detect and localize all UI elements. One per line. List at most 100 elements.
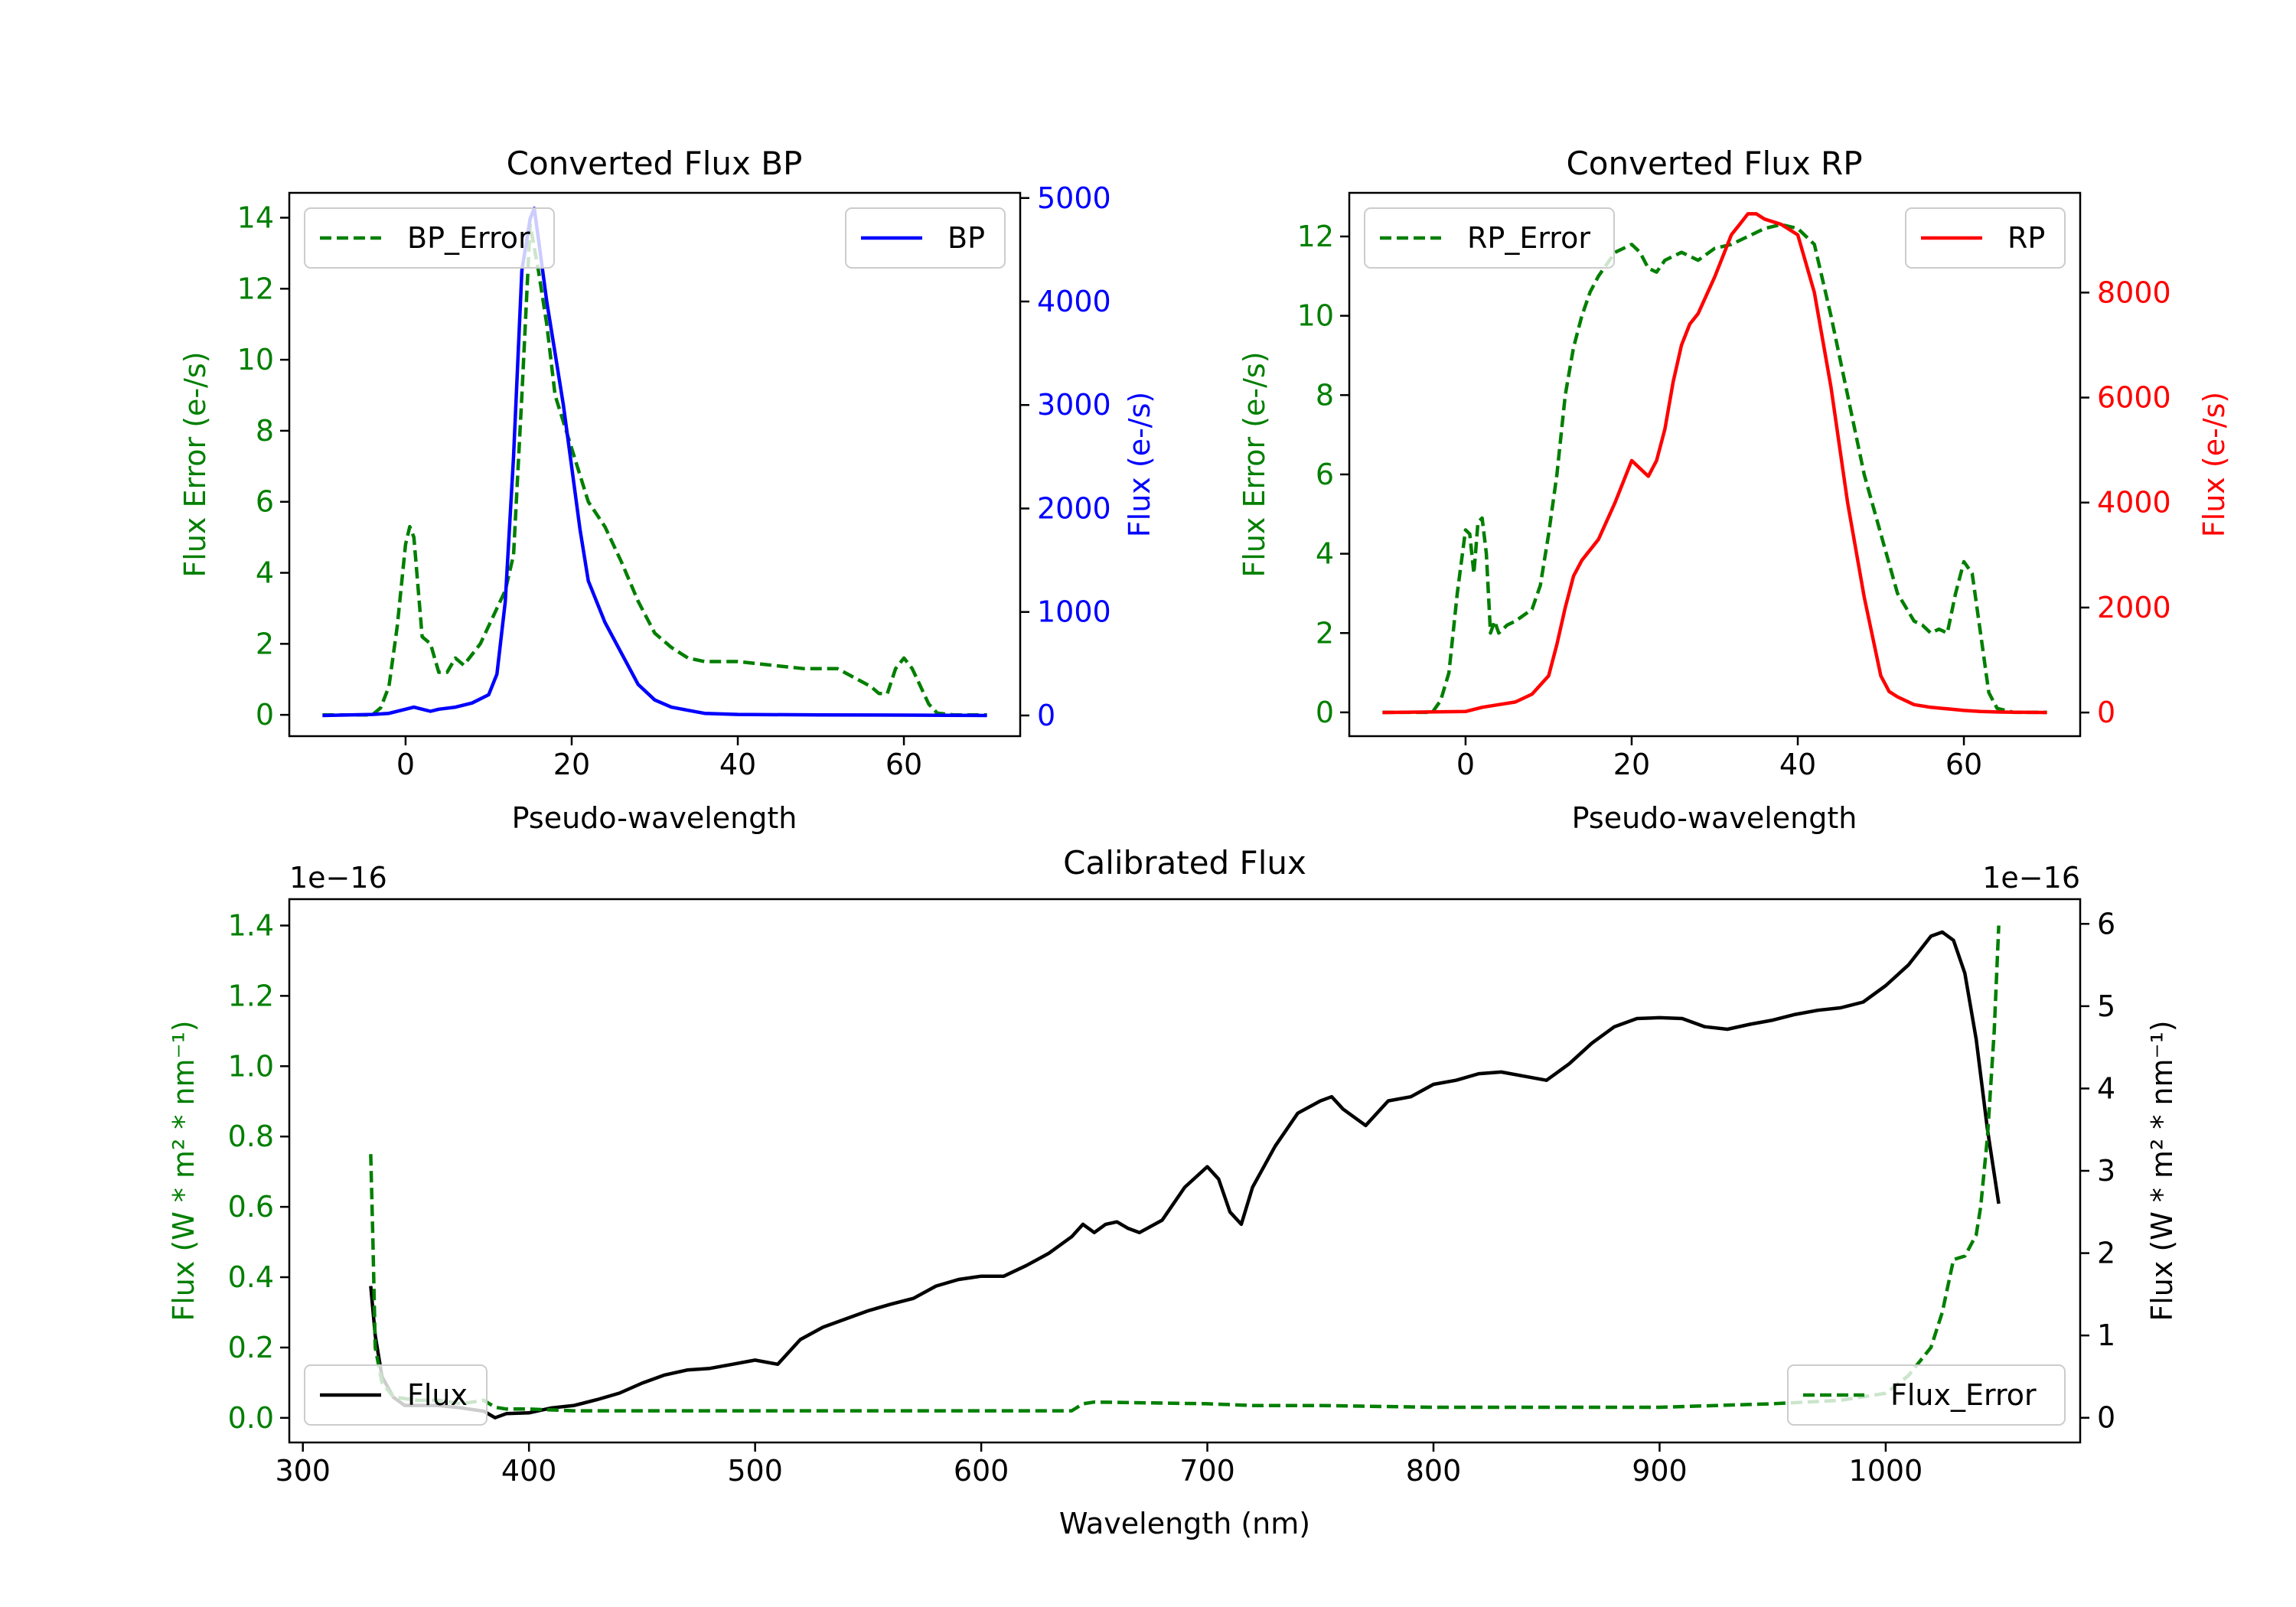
y-tick-label-right: 4000 xyxy=(2097,486,2171,520)
legend-box xyxy=(304,1364,488,1426)
legend-flux: Flux xyxy=(304,1364,488,1426)
series-line-flux xyxy=(369,930,2001,1420)
y-tick-label-left: 10 xyxy=(237,343,274,376)
legend-label-flux-error: Flux_Error xyxy=(1890,1378,2037,1412)
series-line-rp-error xyxy=(1382,223,2047,715)
legend-label-bp-error: BP_Error xyxy=(407,221,530,255)
legend-flux-error: Flux_Error xyxy=(1787,1364,2066,1426)
x-tick-label: 60 xyxy=(1945,748,1982,781)
y-tick-label-right: 4 xyxy=(2097,1071,2115,1105)
legend-box xyxy=(304,207,555,269)
x-tick-label: 600 xyxy=(954,1454,1009,1488)
x-tick-label: 400 xyxy=(501,1454,557,1488)
y-tick-label-left: 0.2 xyxy=(228,1331,274,1364)
legend-box xyxy=(845,207,1006,269)
panel-title: Converted Flux RP xyxy=(1566,145,1862,182)
y-tick-label-right: 2000 xyxy=(2097,591,2171,624)
x-tick-label: 800 xyxy=(1406,1454,1462,1488)
y-tick-label-left: 6 xyxy=(1316,458,1334,491)
plot-frame xyxy=(288,191,1022,738)
y-tick-label-right: 6 xyxy=(2097,907,2115,940)
y-axis-label-left: Flux (W * m² * nm⁻¹) xyxy=(167,1020,201,1321)
x-tick-label: 900 xyxy=(1632,1454,1688,1488)
legend-label-flux: Flux xyxy=(407,1378,468,1412)
y-tick-label-left: 0.6 xyxy=(228,1190,274,1224)
x-axis-label: Pseudo-wavelength xyxy=(1572,801,1857,835)
legend-bp: BP xyxy=(845,207,1006,269)
x-tick-label: 40 xyxy=(719,748,756,781)
y-tick-label-right: 1000 xyxy=(1037,595,1111,629)
offset-label-left: 1e−16 xyxy=(289,861,387,895)
plot-frame xyxy=(1348,191,2082,738)
y-tick-label-left: 14 xyxy=(237,200,274,234)
y-tick-label-left: 0 xyxy=(256,698,274,732)
y-tick-label-left: 4 xyxy=(1316,537,1334,571)
y-tick-label-right: 3 xyxy=(2097,1154,2115,1188)
y-tick-label-right: 6000 xyxy=(2097,381,2171,415)
ticks-layer: 0 20 40 60 0 2 4 6 8 10 12 0 2000 4000 6000 8000 xyxy=(1297,220,2171,781)
panel-bp: Converted Flux BP Pseudo-wavelength Flux… xyxy=(178,145,1156,835)
y-axis-label-right: Flux (e-/s) xyxy=(2197,392,2231,537)
y-tick-label-left: 10 xyxy=(1297,299,1334,333)
panel-calibrated: Calibrated Flux 1e−16 1e−16 Wavelength (… xyxy=(167,844,2179,1540)
legend-label-bp: BP xyxy=(947,221,985,255)
ticks-layer: 0 20 40 60 0 2 4 6 8 10 12 14 0 1000 2000 3000 4000 5000 xyxy=(237,181,1111,781)
x-tick-label: 40 xyxy=(1779,748,1816,781)
legend-box xyxy=(1364,207,1615,269)
x-tick-label: 1000 xyxy=(1849,1454,1923,1488)
x-tick-label: 300 xyxy=(275,1454,331,1488)
y-tick-label-left: 2 xyxy=(1316,616,1334,650)
legend-rp-error: RP_Error xyxy=(1364,207,1615,269)
legend-bp-error: BP_Error xyxy=(304,207,555,269)
x-axis-label: Wavelength (nm) xyxy=(1059,1507,1310,1540)
legend-box xyxy=(1905,207,2066,269)
y-axis-label-left: Flux Error (e-/s) xyxy=(178,351,212,577)
legend-label-rp-error: RP_Error xyxy=(1467,221,1590,255)
x-tick-label: 60 xyxy=(885,748,922,781)
ticks-layer: 300 400 500 600 700 800 900 1000 0.0 0.2 0.4 0.6 0.8… xyxy=(228,907,2116,1488)
x-tick-label: 700 xyxy=(1179,1454,1235,1488)
y-tick-label-right: 4000 xyxy=(1037,285,1111,318)
y-tick-label-left: 6 xyxy=(256,485,274,519)
panel-title: Converted Flux BP xyxy=(507,145,803,182)
panel-title: Calibrated Flux xyxy=(1063,844,1306,882)
plot-frame xyxy=(288,898,2082,1444)
x-tick-label: 0 xyxy=(1456,748,1475,781)
y-tick-label-left: 2 xyxy=(256,627,274,660)
y-tick-label-left: 0.4 xyxy=(228,1260,274,1294)
y-tick-label-right: 0 xyxy=(2097,696,2115,729)
series-line-bp xyxy=(322,207,987,718)
y-tick-label-right: 2 xyxy=(2097,1237,2115,1270)
x-tick-label: 20 xyxy=(553,748,590,781)
x-tick-label: 500 xyxy=(727,1454,783,1488)
x-tick-label: 20 xyxy=(1613,748,1650,781)
y-tick-label-left: 1.4 xyxy=(228,908,274,942)
y-tick-label-right: 0 xyxy=(2097,1401,2115,1435)
y-tick-label-right: 8000 xyxy=(2097,275,2171,309)
y-tick-label-left: 0.0 xyxy=(228,1401,274,1435)
panel-rp: Converted Flux RP Pseudo-wavelength Flux… xyxy=(1238,145,2231,835)
y-tick-label-left: 8 xyxy=(256,414,274,448)
plot-layer xyxy=(322,207,987,718)
legend-rp: RP xyxy=(1905,207,2066,269)
y-tick-label-left: 12 xyxy=(237,272,274,305)
y-tick-label-right: 5000 xyxy=(1037,181,1111,215)
y-tick-label-right: 0 xyxy=(1037,699,1055,732)
y-tick-label-left: 4 xyxy=(256,556,274,590)
legend-label-rp: RP xyxy=(2007,221,2045,255)
y-tick-label-left: 0.8 xyxy=(228,1120,274,1153)
y-tick-label-right: 1 xyxy=(2097,1319,2115,1352)
y-tick-label-left: 0 xyxy=(1316,696,1334,729)
y-tick-label-left: 12 xyxy=(1297,220,1334,253)
y-tick-label-right: 5 xyxy=(2097,989,2115,1023)
offset-label-right: 1e−16 xyxy=(1982,861,2080,895)
series-line-rp xyxy=(1382,212,2047,715)
series-line-bp-error xyxy=(322,223,987,717)
y-tick-label-left: 1.2 xyxy=(228,979,274,1012)
y-tick-label-right: 3000 xyxy=(1037,388,1111,422)
y-axis-label-right: Flux (e-/s) xyxy=(1123,392,1156,537)
plot-layer xyxy=(1382,212,2047,715)
legend-box xyxy=(1787,1364,2066,1426)
y-tick-label-right: 2000 xyxy=(1037,491,1111,525)
